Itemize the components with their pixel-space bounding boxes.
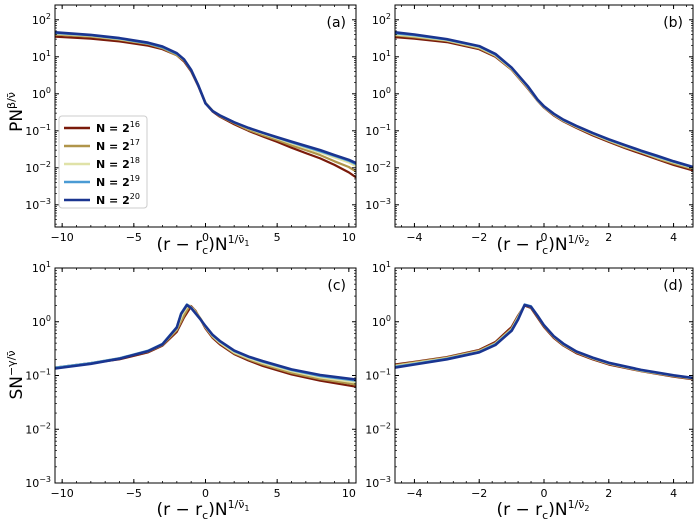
y-tick-label: 10−1	[25, 123, 51, 138]
y-axis-label-bottom-main: SN	[7, 376, 27, 400]
y-tick-label: 100	[372, 86, 391, 101]
x-axis-label-d: (r − rc)N1/ν̄2	[496, 498, 589, 522]
y-axis-label-bottom: SN−γ/ν̄	[5, 350, 27, 399]
panel-label: (a)	[326, 15, 346, 31]
panel-label: (b)	[663, 15, 683, 31]
series-line-N=2^19	[55, 303, 356, 382]
x-tick-label: −2	[471, 231, 487, 244]
x-tick-label: 10	[342, 231, 356, 244]
y-tick-label: 101	[372, 260, 391, 275]
x-tick-label: 2	[605, 487, 612, 500]
y-tick-label: 101	[32, 260, 51, 275]
panel-a: −10 −5 0 5 10 10−3 10−2 10−1 100 101 102 (a)	[25, 4, 357, 244]
y-tick-label: 10−1	[25, 368, 51, 383]
x-tick-label: 10	[342, 487, 356, 500]
series-line-N=2^19	[395, 303, 693, 380]
x-axis-label-a: (r − rc)N1/ν̄1	[156, 233, 249, 257]
y-tick-label: 10−2	[365, 160, 391, 175]
y-tick-label: 101	[372, 49, 391, 64]
series-line-N=2^18	[55, 303, 356, 384]
y-tick-label: 100	[372, 314, 391, 329]
legend-entry: N = 217	[96, 138, 140, 153]
y-axis-label-top-main: PN	[7, 109, 27, 132]
y-tick-label: 10−3	[365, 197, 391, 212]
x-tick-label: 4	[670, 487, 677, 500]
panel-d: −4 −2 0 2 4 10−3 10−2 10−1 100 101 (d)	[365, 260, 694, 500]
x-tick-label: −4	[406, 487, 422, 500]
x-tick-label: 0	[541, 231, 548, 244]
y-tick-label: 10−3	[365, 475, 391, 490]
series-line-N=2^16	[395, 36, 693, 172]
x-tick-label: 4	[670, 231, 677, 244]
panel-b: −4 −2 0 2 4 10−3 10−2 10−1 100 101 102 (b)	[365, 4, 694, 244]
legend-entry: N = 219	[96, 174, 140, 189]
x-tick-label: 0	[202, 231, 209, 244]
series-line-N=2^20	[55, 31, 356, 165]
series-line-N=2^20	[55, 303, 356, 381]
x-tick-label: 5	[274, 487, 281, 500]
y-tick-label: 10−3	[25, 197, 51, 212]
legend-entry: N = 216	[96, 120, 140, 135]
y-tick-label: 100	[32, 86, 51, 101]
series-line-N=2^18	[395, 33, 693, 170]
panel-label: (d)	[663, 278, 683, 294]
x-axis-label-b: (r − rc)N1/ν̄2	[496, 233, 589, 257]
y-tick-label: 102	[372, 12, 391, 27]
x-tick-label: 2	[605, 231, 612, 244]
panel-label: (c)	[327, 278, 346, 294]
x-tick-label: 0	[541, 487, 548, 500]
x-tick-label: −5	[126, 487, 142, 500]
y-tick-label: 102	[32, 12, 51, 27]
y-tick-label: 10−1	[365, 123, 391, 138]
x-tick-label: −5	[126, 231, 142, 244]
y-tick-label: 100	[32, 314, 51, 329]
panel-c: −10 −5 0 5 10 10−3 10−2 10−1 100 101 (c)	[25, 260, 357, 500]
series-line-N=2^17	[395, 303, 693, 380]
series-line-N=2^16	[395, 304, 693, 381]
plot-frame	[394, 267, 694, 484]
legend-entry: N = 218	[96, 156, 140, 171]
y-axis-label-bottom-sup: −γ/ν̄	[5, 350, 18, 376]
y-axis-label-top: PNβ/ν̄	[5, 92, 27, 132]
legend: N = 216 N = 217 N = 218 N = 219 N = 220	[58, 115, 148, 209]
y-tick-label: 101	[32, 49, 51, 64]
x-tick-label: −10	[51, 487, 74, 500]
x-tick-label: −2	[471, 487, 487, 500]
x-tick-label: 5	[274, 231, 281, 244]
y-axis-label-top-sup: β/ν̄	[5, 92, 18, 109]
series-line-N=2^20	[395, 31, 693, 169]
series-line-N=2^19	[395, 32, 693, 169]
x-axis-label-c: (r − rc)N1/ν̄1	[156, 498, 249, 522]
y-tick-label: 10−2	[25, 421, 51, 436]
legend-entry: N = 220	[96, 192, 140, 207]
series-line-N=2^18	[395, 303, 693, 380]
x-tick-label: −10	[51, 231, 74, 244]
series-line-N=2^20	[395, 303, 693, 380]
series-line-N=2^17	[395, 34, 693, 171]
y-tick-label: 10−2	[365, 421, 391, 436]
y-tick-label: 10−1	[365, 368, 391, 383]
y-tick-label: 10−3	[25, 475, 51, 490]
x-tick-label: 0	[202, 487, 209, 500]
legend-box	[58, 115, 148, 209]
y-tick-label: 10−2	[25, 160, 51, 175]
x-tick-label: −4	[406, 231, 422, 244]
